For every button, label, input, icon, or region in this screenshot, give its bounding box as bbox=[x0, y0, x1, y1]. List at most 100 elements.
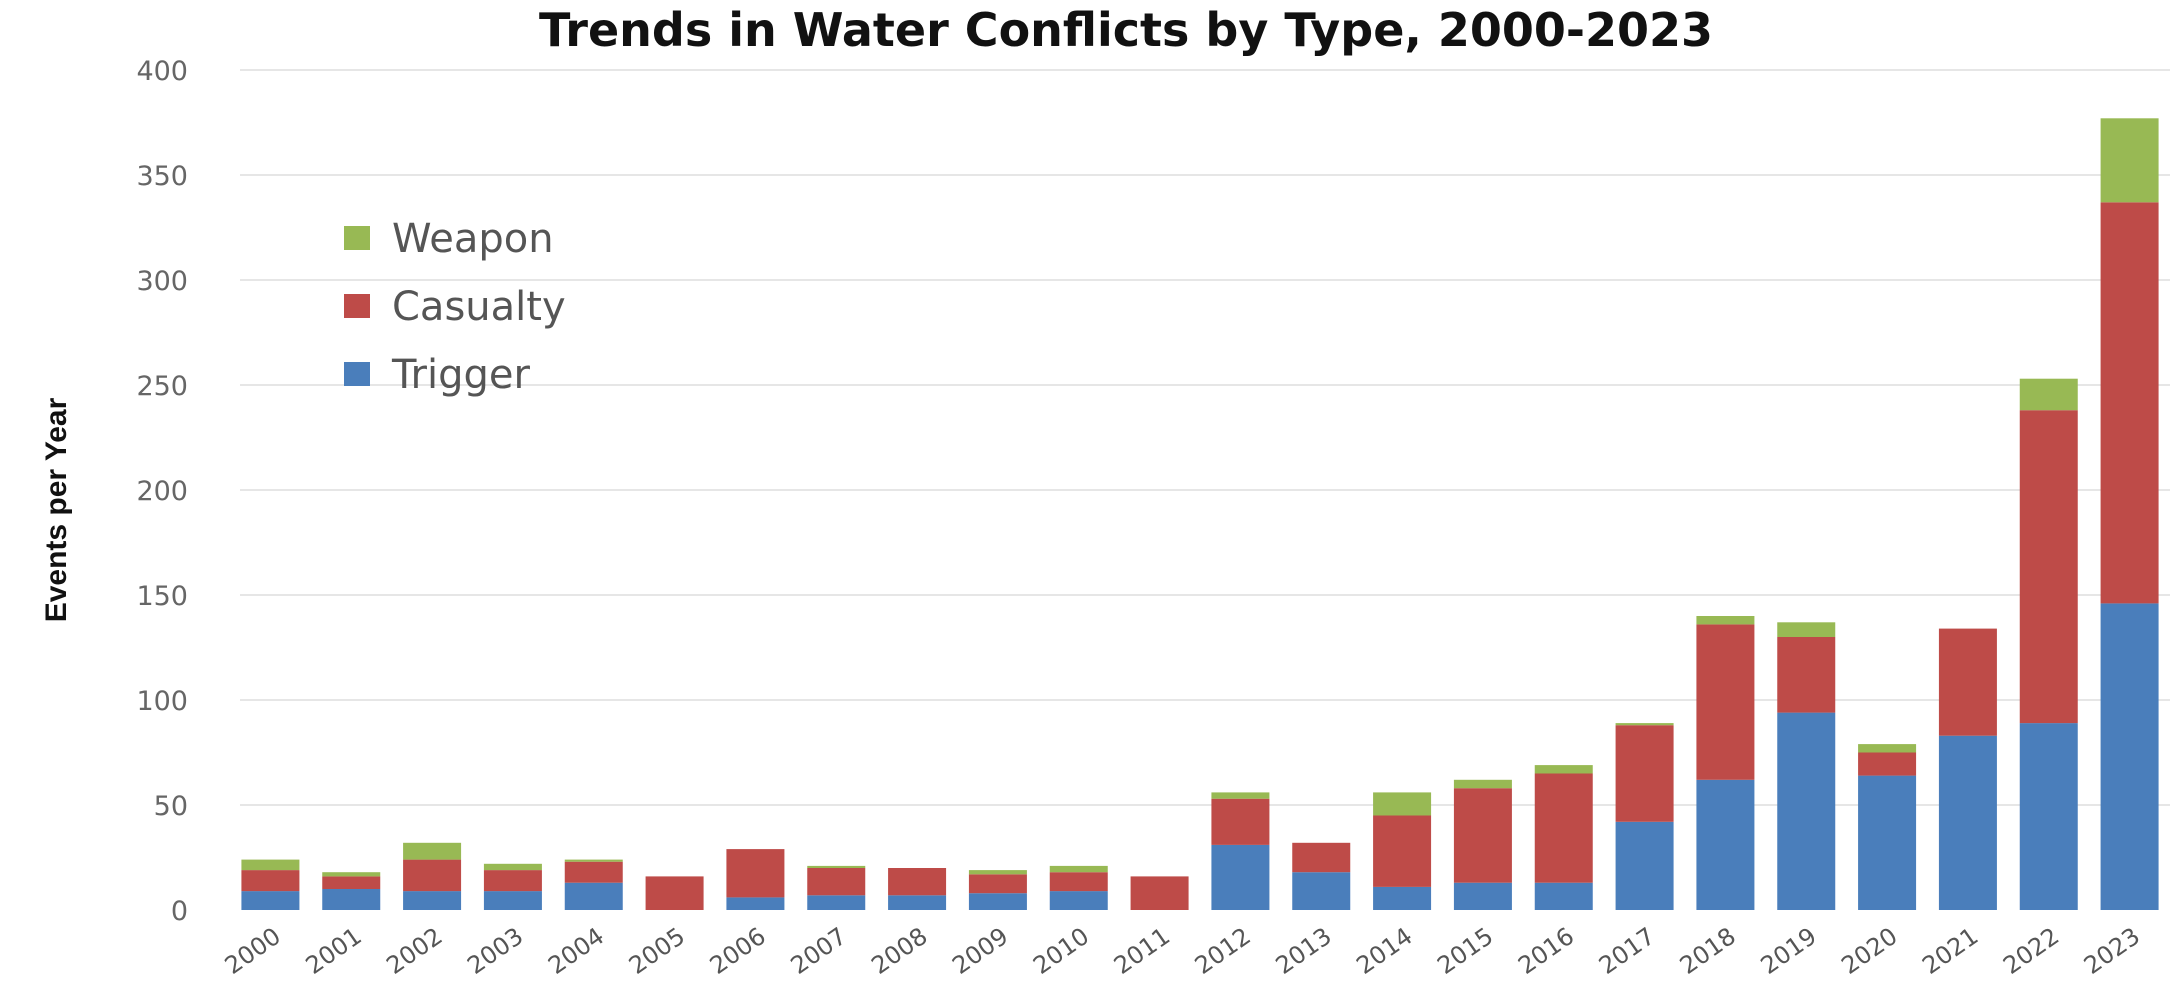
x-tick-label: 2008 bbox=[866, 922, 932, 980]
bar-segment-trigger-2019 bbox=[1777, 712, 1836, 910]
bar-segment-weapon-2020 bbox=[1858, 744, 1917, 753]
x-tick-label: 2001 bbox=[301, 922, 367, 980]
bar-segment-trigger-2012 bbox=[1211, 844, 1270, 910]
bars bbox=[241, 118, 2159, 910]
y-tick-label: 100 bbox=[136, 686, 188, 717]
legend-swatch-trigger bbox=[344, 362, 370, 386]
bar-segment-casualty-2013 bbox=[1292, 842, 1351, 873]
bar-segment-trigger-2010 bbox=[1049, 891, 1108, 910]
bar-segment-trigger-2014 bbox=[1373, 886, 1432, 910]
x-tick-label: 2020 bbox=[1836, 922, 1902, 980]
bar-segment-casualty-2002 bbox=[403, 859, 462, 892]
x-tick-label: 2018 bbox=[1675, 922, 1741, 980]
bar-segment-trigger-2008 bbox=[888, 895, 947, 910]
bar-segment-casualty-2003 bbox=[483, 870, 542, 892]
bar-segment-trigger-2003 bbox=[483, 891, 542, 910]
bar-segment-casualty-2015 bbox=[1453, 788, 1512, 883]
gridlines bbox=[240, 69, 2170, 806]
x-tick-label: 2019 bbox=[1756, 922, 1822, 980]
bar-segment-casualty-2016 bbox=[1534, 773, 1593, 883]
bar-segment-casualty-2020 bbox=[1858, 752, 1917, 776]
bar-segment-weapon-2015 bbox=[1453, 779, 1512, 789]
bar-segment-weapon-2012 bbox=[1211, 792, 1270, 799]
bar-segment-casualty-2008 bbox=[888, 868, 947, 896]
bar-segment-casualty-2023 bbox=[2100, 202, 2159, 604]
bar-segment-trigger-2018 bbox=[1696, 779, 1755, 910]
bar-segment-trigger-2016 bbox=[1534, 882, 1593, 910]
bar-segment-weapon-2018 bbox=[1696, 616, 1755, 625]
bar-segment-weapon-2022 bbox=[2019, 378, 2078, 411]
x-tick-label: 2013 bbox=[1271, 922, 1337, 980]
x-tick-label: 2005 bbox=[624, 922, 690, 980]
bar-segment-casualty-2005 bbox=[645, 876, 704, 910]
bar-segment-casualty-2012 bbox=[1211, 798, 1270, 845]
bar-segment-casualty-2007 bbox=[807, 868, 866, 896]
bar-segment-trigger-2021 bbox=[1938, 735, 1997, 910]
y-tick-label: 300 bbox=[136, 266, 188, 297]
legend-label-weapon: Weapon bbox=[392, 216, 554, 262]
bar-segment-trigger-2006 bbox=[726, 897, 785, 910]
bar-segment-weapon-2002 bbox=[403, 842, 462, 860]
x-axis-ticks: 2000 2001 2002 2003 2004 2005 2006 2007 2008 2009… bbox=[220, 922, 2145, 980]
bar-segment-trigger-2020 bbox=[1858, 775, 1917, 910]
y-axis-label: Events per Year bbox=[40, 397, 73, 622]
bar-segment-casualty-2006 bbox=[726, 849, 785, 898]
bar-segment-weapon-2010 bbox=[1049, 865, 1108, 873]
x-tick-label: 2012 bbox=[1190, 922, 1256, 980]
bar-segment-casualty-2018 bbox=[1696, 624, 1755, 780]
x-tick-label: 2004 bbox=[543, 922, 609, 980]
x-tick-label: 2023 bbox=[2079, 922, 2145, 980]
bar-segment-weapon-2017 bbox=[1615, 723, 1674, 726]
y-tick-label: 250 bbox=[136, 371, 188, 402]
bar-segment-trigger-2023 bbox=[2100, 603, 2159, 910]
legend-label-casualty: Casualty bbox=[392, 284, 566, 330]
x-tick-label: 2015 bbox=[1432, 922, 1498, 980]
y-tick-label: 350 bbox=[136, 161, 188, 192]
bar-segment-weapon-2019 bbox=[1777, 622, 1836, 637]
bar-segment-casualty-2021 bbox=[1938, 628, 1997, 736]
y-tick-label: 50 bbox=[154, 791, 188, 822]
bar-segment-weapon-2009 bbox=[968, 870, 1027, 875]
bar-segment-casualty-2010 bbox=[1049, 872, 1108, 892]
y-tick-label: 200 bbox=[136, 476, 188, 507]
bar-segment-weapon-2004 bbox=[564, 859, 623, 862]
bar-segment-trigger-2015 bbox=[1453, 882, 1512, 910]
y-tick-label: 150 bbox=[136, 581, 188, 612]
x-tick-label: 2017 bbox=[1594, 922, 1660, 980]
bar-segment-weapon-2003 bbox=[483, 863, 542, 871]
bar-segment-trigger-2002 bbox=[403, 891, 462, 910]
x-tick-label: 2021 bbox=[1917, 922, 1983, 980]
x-tick-label: 2016 bbox=[1513, 922, 1579, 980]
bar-segment-weapon-2014 bbox=[1373, 792, 1432, 816]
y-tick-label: 0 bbox=[171, 896, 188, 927]
bar-segment-trigger-2000 bbox=[241, 891, 300, 910]
x-tick-label: 2002 bbox=[381, 922, 447, 980]
bar-segment-casualty-2000 bbox=[241, 870, 300, 892]
x-tick-label: 2009 bbox=[947, 922, 1013, 980]
x-tick-label: 2007 bbox=[786, 922, 852, 980]
y-axis-ticks: 0 50 100 150 200 250 300 350 400 bbox=[136, 56, 188, 927]
x-tick-label: 2000 bbox=[220, 922, 286, 980]
legend-label-trigger: Trigger bbox=[391, 352, 531, 398]
bar-segment-casualty-2014 bbox=[1373, 815, 1432, 887]
legend-swatch-casualty bbox=[344, 294, 370, 318]
bar-segment-trigger-2004 bbox=[564, 882, 623, 910]
bar-segment-weapon-2001 bbox=[322, 872, 381, 877]
y-tick-label: 400 bbox=[136, 56, 188, 87]
bar-segment-trigger-2017 bbox=[1615, 821, 1674, 910]
x-tick-label: 2014 bbox=[1351, 922, 1417, 980]
x-tick-label: 2011 bbox=[1109, 922, 1175, 980]
x-tick-label: 2022 bbox=[1998, 922, 2064, 980]
bar-segment-trigger-2007 bbox=[807, 895, 866, 910]
bar-segment-weapon-2000 bbox=[241, 859, 300, 871]
bar-segment-weapon-2023 bbox=[2100, 118, 2159, 203]
bar-segment-trigger-2009 bbox=[968, 893, 1027, 910]
bar-segment-casualty-2001 bbox=[322, 876, 381, 889]
x-tick-label: 2003 bbox=[462, 922, 528, 980]
legend: Weapon Casualty Trigger bbox=[344, 216, 566, 398]
bar-segment-trigger-2001 bbox=[322, 889, 381, 910]
bar-segment-casualty-2022 bbox=[2019, 410, 2078, 724]
legend-swatch-weapon bbox=[344, 226, 370, 250]
x-tick-label: 2006 bbox=[705, 922, 771, 980]
